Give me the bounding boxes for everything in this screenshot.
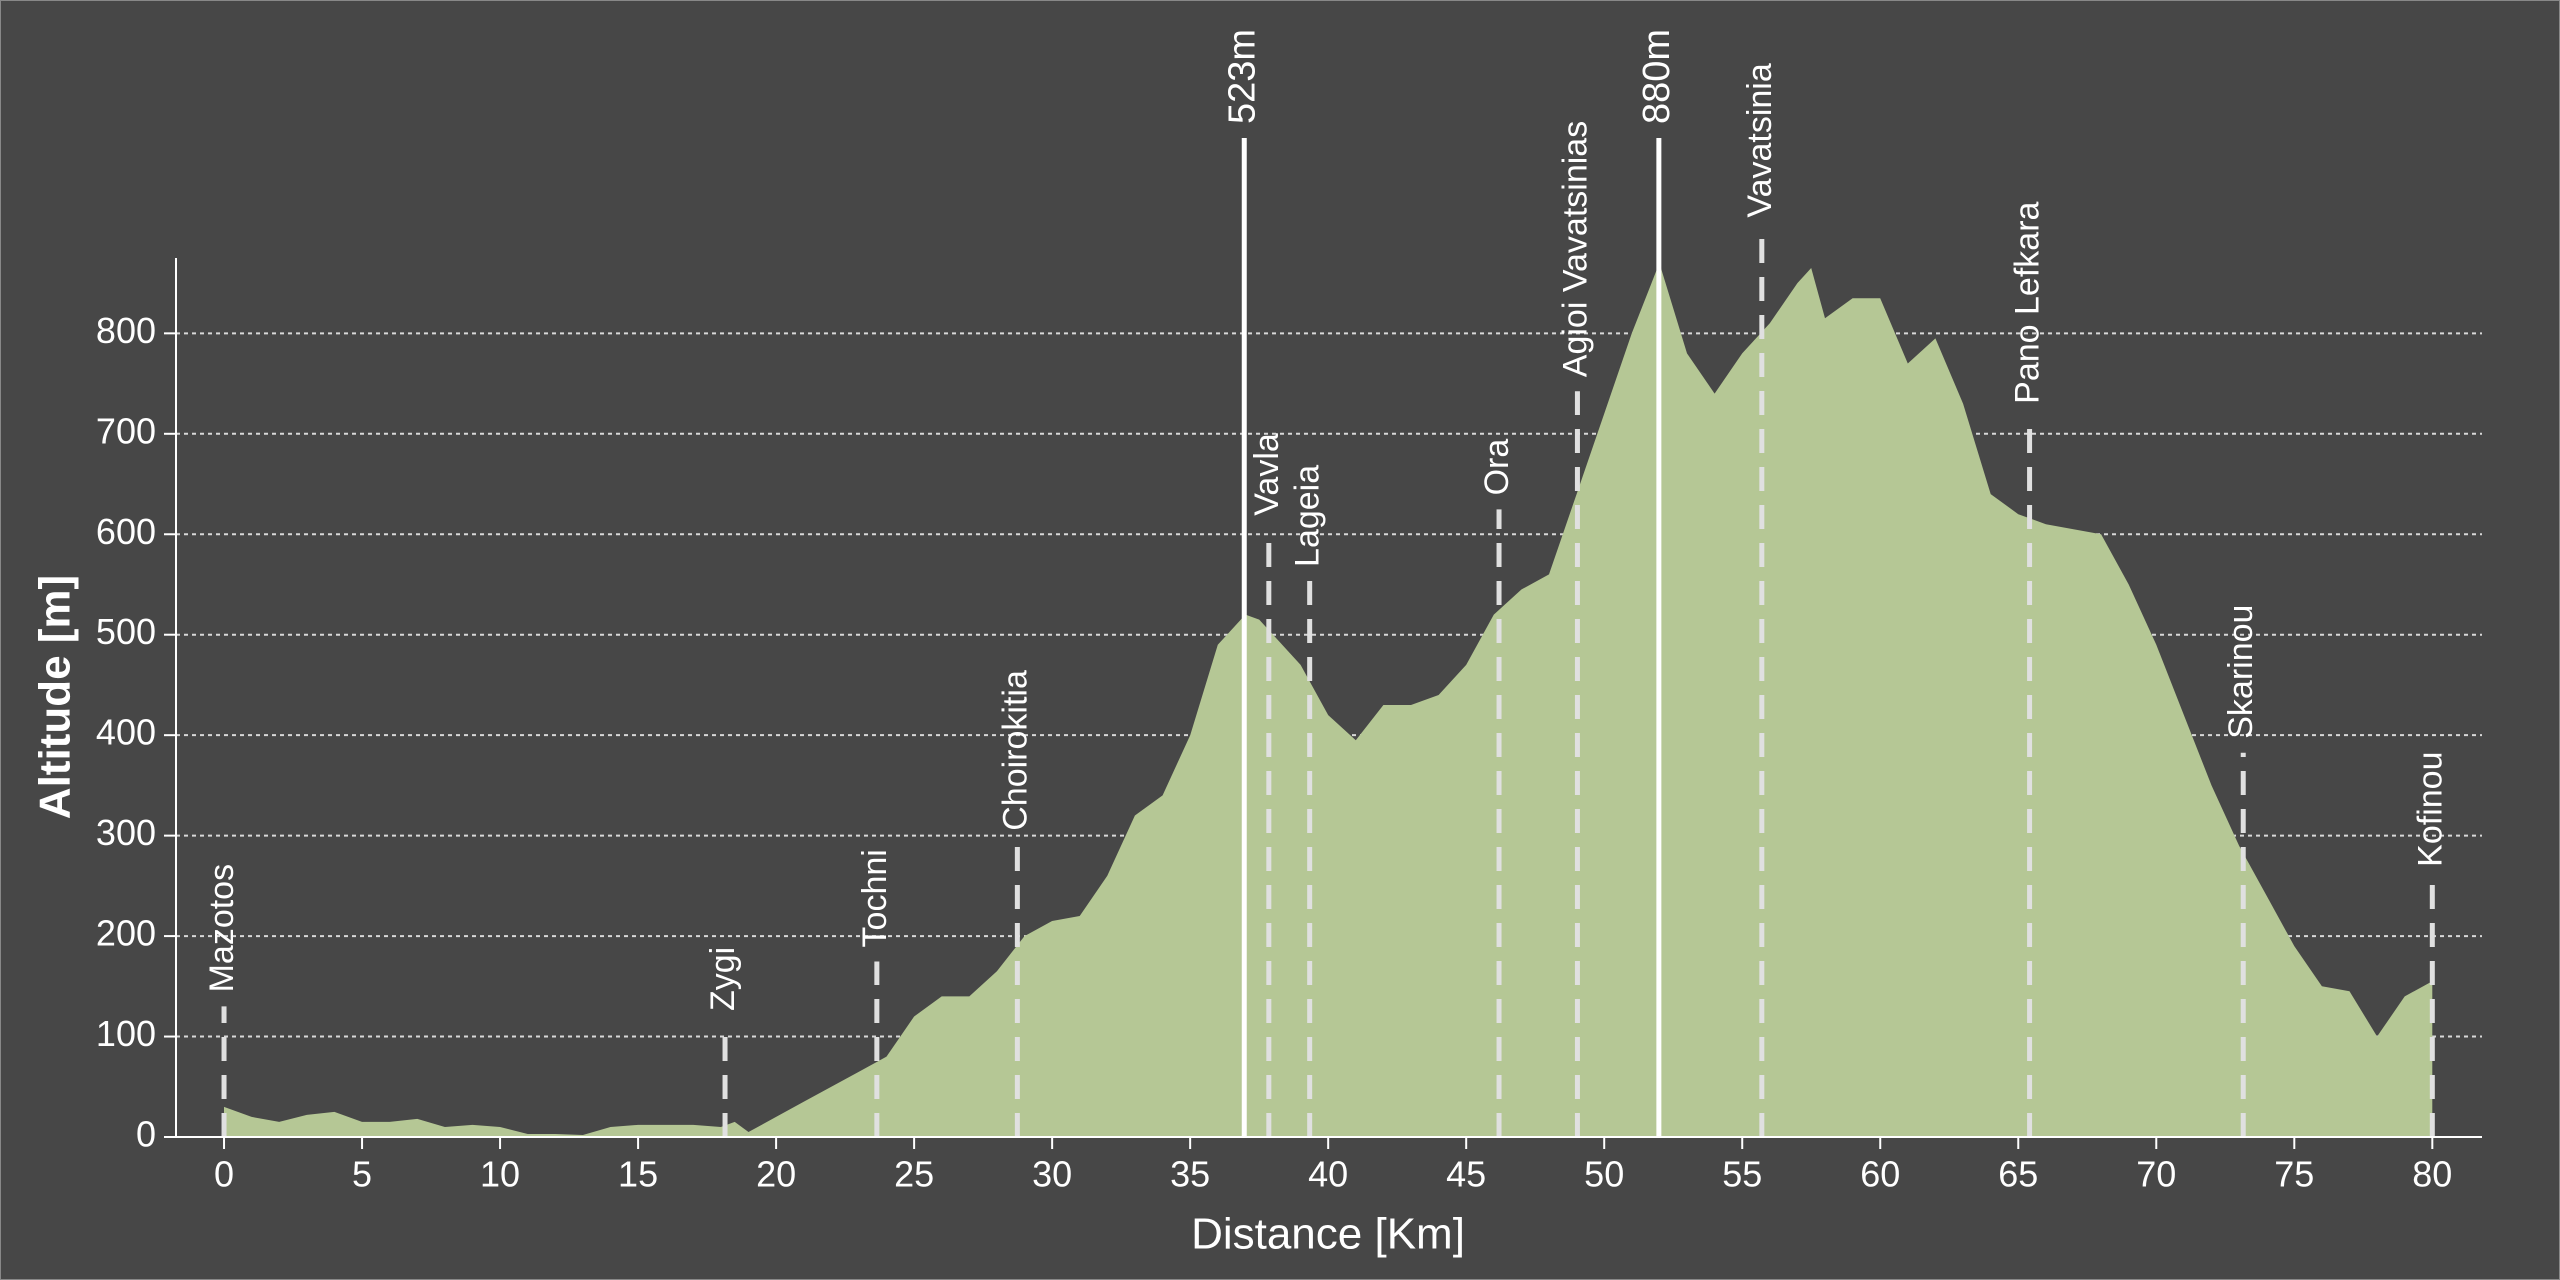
place-label: Pano Lefkara xyxy=(2009,201,2047,403)
x-tick-label: 0 xyxy=(214,1154,234,1195)
peak-label: 880m xyxy=(1636,29,1678,124)
y-tick-label: 400 xyxy=(96,712,156,753)
x-tick-label: 30 xyxy=(1032,1154,1072,1195)
y-tick-label: 200 xyxy=(96,913,156,954)
x-tick-label: 25 xyxy=(894,1154,934,1195)
peak-label: 523m xyxy=(1221,29,1263,124)
place-label: Ora xyxy=(1478,439,1516,496)
y-tick-label: 300 xyxy=(96,812,156,853)
place-label: Choirokitia xyxy=(996,670,1034,831)
x-tick-label: 35 xyxy=(1170,1154,1210,1195)
x-tick-label: 20 xyxy=(756,1154,796,1195)
x-tick-label: 10 xyxy=(480,1154,520,1195)
x-tick-label: 80 xyxy=(2412,1154,2452,1195)
y-tick-label: 0 xyxy=(136,1114,156,1155)
y-tick-label: 800 xyxy=(96,310,156,351)
x-tick-label: 60 xyxy=(1860,1154,1900,1195)
elevation-area xyxy=(224,263,2433,1137)
place-label: Skarinou xyxy=(2222,605,2260,739)
x-tick-label: 65 xyxy=(1998,1154,2038,1195)
x-tick-label: 70 xyxy=(2136,1154,2176,1195)
x-axis-title: Distance [Km] xyxy=(1191,1210,1465,1259)
x-tick-label: 40 xyxy=(1308,1154,1348,1195)
x-tick-label: 5 xyxy=(352,1154,372,1195)
place-label: Vavla xyxy=(1248,433,1286,516)
x-tick-label: 75 xyxy=(2274,1154,2314,1195)
x-tick-label: 50 xyxy=(1584,1154,1624,1195)
place-label: Zygi xyxy=(704,947,742,1011)
x-tick-label: 55 xyxy=(1722,1154,1762,1195)
place-label: Agioi Vavatsinias xyxy=(1556,121,1594,377)
x-tick-label: 15 xyxy=(618,1154,658,1195)
place-label: Lageia xyxy=(1289,465,1327,567)
y-tick-label: 100 xyxy=(96,1013,156,1054)
y-tick-label: 700 xyxy=(96,410,156,451)
place-label: Kofinou xyxy=(2411,752,2449,867)
place-label: Tochni xyxy=(856,849,894,947)
x-tick-label: 45 xyxy=(1446,1154,1486,1195)
y-tick-label: 500 xyxy=(96,611,156,652)
place-label: Mazotos xyxy=(203,864,241,993)
y-axis-title: Altitude [m] xyxy=(31,575,80,819)
place-label: Vavatsinia xyxy=(1741,63,1779,217)
y-tick-label: 600 xyxy=(96,511,156,552)
